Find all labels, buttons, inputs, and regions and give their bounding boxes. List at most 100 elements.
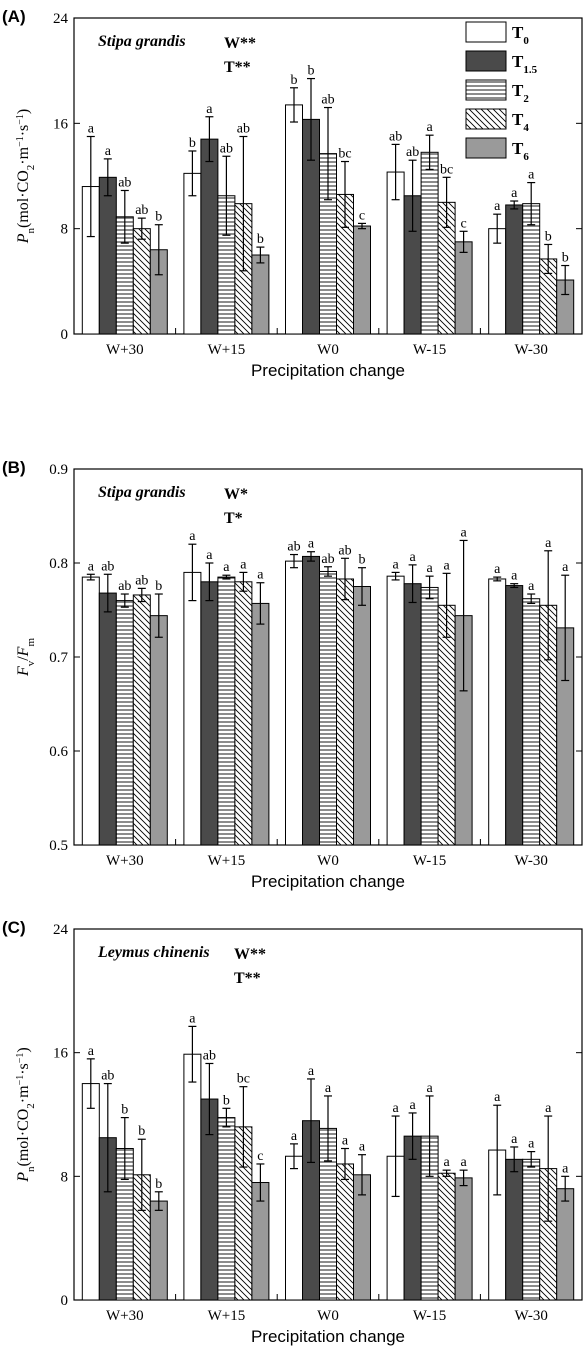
significance-letter: a — [528, 168, 535, 183]
significance-letter: a — [494, 1090, 501, 1105]
significance-letter: ab — [237, 122, 250, 137]
significance-letter: a — [105, 144, 112, 159]
significance-letter: a — [308, 1064, 315, 1079]
y-tick-label: 0 — [61, 327, 69, 343]
significance-letter: a — [511, 1132, 518, 1147]
x-tick-label: W+30 — [106, 342, 144, 358]
x-tick-label: W+15 — [208, 1308, 246, 1324]
significance-letter: a — [511, 186, 518, 201]
panel-label: (A) — [2, 7, 26, 26]
y-tick-label: 0.8 — [49, 556, 68, 572]
bar-t1-5-wplus30 — [98, 176, 117, 335]
bar-t6-wminus15 — [454, 241, 473, 335]
bar-t1-5-wminus15 — [403, 1135, 422, 1301]
panel-label: (B) — [2, 458, 26, 477]
significance-letter: ab — [118, 175, 131, 190]
significance-letter: b — [257, 232, 264, 247]
y-title-close: ) — [15, 109, 32, 114]
legend-label-sub: 6 — [523, 151, 529, 163]
y-title-sub: v — [25, 660, 37, 666]
x-tick-label: W-30 — [515, 342, 548, 358]
significance-letter: a — [342, 1134, 349, 1149]
species-name: Stipa grandis — [98, 484, 186, 501]
y-title-var: F — [15, 666, 32, 677]
significance-letter: ab — [101, 559, 114, 574]
y-title-sub: n — [25, 1166, 37, 1172]
bar-t6-w0 — [353, 586, 371, 846]
significance-letter: a — [223, 560, 230, 575]
y-title-var: P — [15, 1172, 32, 1183]
significance-letter: ab — [135, 573, 148, 588]
bar-t1-5-wplus30 — [98, 592, 117, 846]
significance-letter: a — [291, 1129, 298, 1144]
bar-t2-wplus15 — [217, 576, 236, 846]
legend-label: T2 — [512, 81, 529, 105]
bar-t1-5-wplus15 — [200, 138, 219, 335]
bar-t0-wplus15 — [183, 571, 202, 846]
bar-t4-wminus15 — [437, 604, 456, 846]
x-tick-label: W-30 — [515, 1308, 548, 1324]
significance-letter: a — [206, 548, 213, 563]
bar-t2-wminus30 — [522, 1158, 541, 1301]
legend-label: T6 — [512, 139, 529, 163]
y-title-var: P — [15, 233, 32, 244]
x-axis-title: Precipitation change — [251, 1327, 405, 1346]
y-tick-label: 0.6 — [49, 744, 68, 760]
bar-t6-wplus30 — [149, 1200, 168, 1301]
bar-t1-5-wminus30 — [505, 204, 524, 335]
x-tick-label: W+15 — [208, 342, 246, 358]
significance-letter: b — [359, 553, 366, 568]
significance-letter: a — [88, 1044, 95, 1059]
y-tick-label: 24 — [53, 11, 69, 27]
significance-letter: a — [545, 536, 552, 551]
significance-letter: a — [392, 1101, 399, 1116]
legend-swatch — [465, 50, 507, 72]
y-tick-label: 8 — [61, 1169, 69, 1185]
y-title-unit: (mol·CO — [15, 170, 32, 228]
significance-label: W* — [224, 486, 248, 503]
y-axis-title: Pn(mol·CO2·m−1·s−1) — [15, 1047, 38, 1183]
significance-letter: a — [426, 561, 433, 576]
y-title-sub: n — [25, 227, 37, 233]
y-tick-label: 0.9 — [49, 462, 68, 478]
species-name: Leymus chinenis — [97, 944, 210, 961]
bar-t0-wminus15 — [386, 575, 405, 846]
significance-letter: a — [511, 569, 518, 584]
y-title-slash: / — [15, 656, 32, 661]
significance-letter: ab — [321, 93, 334, 108]
legend-swatch — [465, 21, 507, 43]
bar-t4-w0 — [336, 1163, 354, 1301]
x-tick-label: W-15 — [413, 342, 446, 358]
significance-letter: a — [460, 525, 467, 540]
legend-label: T4 — [512, 110, 529, 134]
significance-label: T* — [224, 510, 243, 527]
x-axis-title: Precipitation change — [251, 872, 405, 891]
bar-t0-wplus30 — [81, 1083, 100, 1301]
bar-t6-wminus15 — [454, 1177, 473, 1301]
legend-label-base: T — [512, 52, 524, 71]
significance-letter: a — [545, 1101, 552, 1116]
significance-letter: b — [545, 229, 552, 244]
significance-letter: a — [189, 1011, 196, 1026]
bar-t4-wminus15 — [437, 1172, 456, 1301]
legend-label-base: T — [512, 110, 524, 129]
significance-letter: a — [562, 1161, 569, 1176]
legend-label-sub: 2 — [523, 93, 529, 105]
bar-t0-wminus30 — [488, 228, 507, 335]
y-title-var2: F — [15, 646, 32, 657]
bar-t4-wplus30 — [132, 228, 151, 335]
significance-letter: ab — [287, 540, 300, 555]
species-name: Stipa grandis — [98, 33, 186, 50]
legend-label-base: T — [512, 139, 524, 158]
panel-2: (B)0.50.60.70.80.9Fv/FmW+30 W+15 W0 W-15 W-3… — [2, 458, 583, 891]
significance-letter: bc — [237, 1072, 250, 1087]
significance-letter: ab — [389, 129, 402, 144]
significance-letter: a — [426, 1081, 433, 1096]
y-tick-label: 8 — [61, 222, 69, 238]
y-title-sup1: −1 — [15, 1075, 26, 1086]
bar-t1-5-wplus15 — [200, 581, 219, 846]
legend-swatch — [465, 79, 507, 101]
y-title-sup2: −1 — [15, 1053, 26, 1064]
bar-t0-wplus30 — [81, 576, 100, 846]
